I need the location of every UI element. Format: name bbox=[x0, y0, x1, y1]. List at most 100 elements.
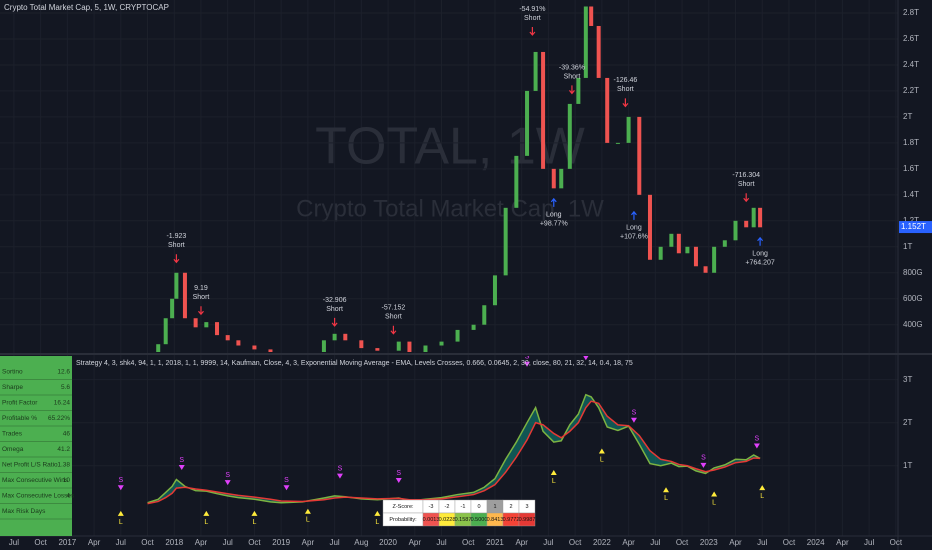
signal-label: S bbox=[118, 477, 123, 484]
trade-label: Short bbox=[738, 181, 755, 188]
candle bbox=[733, 220, 738, 241]
y-tick-label: 1T bbox=[903, 461, 912, 470]
candle bbox=[758, 207, 763, 228]
candle bbox=[423, 345, 428, 352]
candle bbox=[174, 272, 179, 299]
candle bbox=[252, 345, 257, 350]
signal-label: S bbox=[755, 435, 760, 442]
y-tick-label: 2.8T bbox=[903, 8, 919, 17]
signal-marker bbox=[224, 480, 231, 486]
signal-marker bbox=[178, 465, 185, 471]
indicator-header[interactable]: Strategy 4, 3, shk4, 94, 1, 1, 2018, 1, … bbox=[76, 360, 633, 367]
x-tick-label: Oct bbox=[676, 538, 689, 547]
x-tick-label: Jul bbox=[436, 538, 446, 547]
candle bbox=[583, 6, 588, 78]
signal-label: S bbox=[701, 455, 706, 462]
stat-name: Sortino bbox=[2, 369, 23, 376]
stat-value: 10 bbox=[63, 477, 71, 484]
signal-label: L bbox=[119, 519, 123, 526]
trade-label: Short bbox=[385, 314, 402, 321]
candle bbox=[492, 275, 497, 306]
candle bbox=[685, 246, 690, 254]
x-tick-label: Jul bbox=[757, 538, 767, 547]
candle bbox=[637, 116, 642, 195]
candle bbox=[482, 305, 487, 325]
signal-marker bbox=[663, 487, 670, 493]
y-tick-label: 2.6T bbox=[903, 34, 919, 43]
x-tick-label: Apr bbox=[729, 538, 742, 547]
candle bbox=[321, 340, 326, 352]
candle bbox=[182, 272, 187, 319]
watermark: TOTAL, 1W bbox=[315, 118, 585, 176]
y-tick-label: 2.4T bbox=[903, 60, 919, 69]
price-pane: TOTAL, 1W Crypto Total Market Cap, 1W -1… bbox=[0, 6, 898, 352]
x-tick-label: Oct bbox=[783, 538, 796, 547]
x-tick-label: 2017 bbox=[58, 538, 76, 547]
candle bbox=[596, 25, 601, 78]
x-tick-label: Jul bbox=[329, 538, 339, 547]
zscore-text: Probability: bbox=[389, 517, 417, 523]
x-tick-label: Oct bbox=[569, 538, 582, 547]
last-price-label: 1.152T bbox=[901, 222, 926, 231]
signal-marker bbox=[598, 448, 605, 454]
y-tick-label: 2.2T bbox=[903, 86, 919, 95]
y-tick-label: 1.4T bbox=[903, 190, 919, 199]
candle bbox=[541, 51, 546, 169]
stat-value: 5.6 bbox=[61, 384, 70, 391]
zscore-text: 0.1587 bbox=[455, 517, 472, 523]
zscore-cell bbox=[518, 512, 536, 527]
signal-marker bbox=[395, 477, 402, 483]
x-tick-label: Oct bbox=[34, 538, 47, 547]
signal-marker bbox=[251, 510, 258, 516]
candle bbox=[156, 344, 161, 352]
trade-label: -54.91% bbox=[519, 6, 545, 13]
candle bbox=[503, 207, 508, 276]
trade-label: Short bbox=[564, 73, 581, 80]
stat-name: Omega bbox=[2, 446, 24, 453]
candle bbox=[751, 207, 756, 228]
signal-label: S bbox=[396, 470, 401, 477]
x-tick-label: Oct bbox=[462, 538, 475, 547]
y-tick-label: 2T bbox=[903, 418, 912, 427]
signal-label: L bbox=[252, 519, 256, 526]
candle bbox=[375, 348, 380, 351]
candle bbox=[170, 298, 175, 319]
x-tick-label: Aug bbox=[354, 538, 368, 547]
zscore-text: 0.8413 bbox=[487, 517, 504, 523]
signal-label: S bbox=[338, 465, 343, 472]
trade-label: Long bbox=[546, 212, 562, 219]
signal-marker bbox=[203, 510, 210, 516]
symbol-header[interactable]: Crypto Total Market Cap, 5, 1W, CRYPTOCA… bbox=[4, 3, 169, 12]
x-tick-label: Jul bbox=[543, 538, 553, 547]
zscore-text: 0 bbox=[477, 504, 480, 510]
x-tick-label: 2023 bbox=[700, 538, 718, 547]
zscore-text: 0.0228 bbox=[439, 517, 456, 523]
stat-value: 12.6 bbox=[57, 369, 70, 376]
stat-name: Profitable % bbox=[2, 415, 37, 422]
signal-label: L bbox=[600, 456, 604, 463]
candle bbox=[669, 233, 674, 247]
stat-name: Profit Factor bbox=[2, 400, 38, 407]
candle bbox=[559, 168, 564, 189]
candle bbox=[693, 246, 698, 267]
trade-label: -126.46 bbox=[614, 77, 638, 84]
indicator-line bbox=[147, 393, 761, 504]
trade-label: Short bbox=[193, 294, 210, 301]
candle bbox=[626, 116, 631, 143]
trade-label: Long bbox=[752, 251, 768, 258]
candle bbox=[533, 51, 538, 91]
x-tick-label: 2022 bbox=[593, 538, 611, 547]
candle bbox=[268, 349, 273, 352]
signal-marker bbox=[759, 485, 766, 491]
signal-label: L bbox=[664, 495, 668, 502]
trade-arrow bbox=[757, 236, 764, 246]
zscore-text: 2 bbox=[509, 504, 512, 510]
x-tick-label: 2018 bbox=[165, 538, 183, 547]
x-tick-label: Apr bbox=[409, 538, 422, 547]
candle bbox=[455, 329, 460, 342]
zscore-text: 3 bbox=[525, 504, 528, 510]
stat-value: 41.2 bbox=[57, 446, 70, 453]
candle bbox=[567, 103, 572, 169]
